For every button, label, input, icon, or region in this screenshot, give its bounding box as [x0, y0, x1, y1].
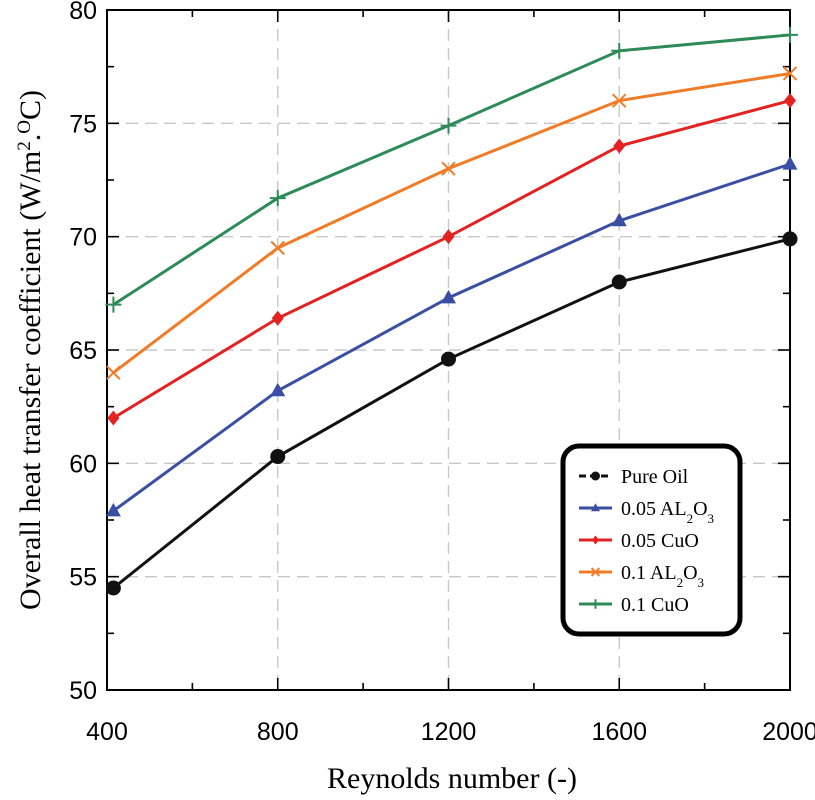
- data-point-0-1-al2o3-4: [782, 66, 798, 81]
- y-tick-label: 55: [69, 564, 97, 592]
- y-axis-title-suffix: C): [14, 90, 47, 120]
- data-point-0-1-cuo-0: [105, 296, 122, 313]
- data-point-0-1-cuo-1: [269, 190, 286, 207]
- x-axis-title: Reynolds number (-): [327, 762, 577, 795]
- legend-label-sub: 3: [698, 575, 705, 590]
- x-tick-label: 800: [257, 718, 299, 746]
- axes-layer: [106, 9, 791, 691]
- legend-item-0-05-al2o3: 0.05 AL2O3: [579, 498, 714, 526]
- data-point-0-05-al2o3-1: [270, 382, 286, 397]
- data-point-0-1-al2o3-3: [612, 93, 627, 108]
- legend-label-sub: 3: [708, 511, 715, 526]
- legend-label-text: 0.1 AL: [621, 562, 677, 584]
- legend-marker-0-05-cuo: [591, 535, 600, 545]
- series-0-05-al2o3: [105, 156, 798, 517]
- legend-marker-0-05-al2o3: [591, 503, 600, 512]
- data-point-0-1-al2o3-0: [106, 365, 121, 380]
- series-0-05-cuo: [107, 93, 796, 426]
- y-tick-label: 60: [69, 450, 97, 478]
- data-point-0-1-al2o3-2: [441, 161, 456, 176]
- y-axis-title-dot: .: [14, 134, 47, 142]
- legend-label-pure-oil: Pure Oil: [621, 466, 689, 488]
- legend-label-text: 0.1 CuO: [621, 594, 689, 616]
- data-point-0-05-al2o3-0: [105, 502, 121, 517]
- series-pure-oil: [105, 231, 798, 596]
- data-point-0-05-cuo-3: [613, 138, 626, 154]
- data-point-0-1-cuo-3: [611, 42, 628, 59]
- y-tick-label: 65: [69, 337, 97, 365]
- legend-label-text: 0.05 CuO: [621, 530, 699, 552]
- legend-item-pure-oil: Pure Oil: [579, 466, 689, 488]
- data-point-0-05-al2o3-4: [782, 156, 798, 170]
- x-tick-label: 1600: [591, 718, 647, 746]
- legend-label-text: Pure Oil: [621, 466, 689, 488]
- legend-label-sub: 2: [677, 575, 684, 590]
- data-point-0-05-al2o3-2: [441, 289, 456, 304]
- legend-label-0-05-cuo: 0.05 CuO: [621, 530, 699, 552]
- x-tick-label: 400: [86, 718, 128, 746]
- data-point-0-05-cuo-4: [784, 93, 796, 109]
- data-point-0-1-al2o3-1: [270, 240, 285, 256]
- y-tick-label: 70: [69, 224, 97, 252]
- legend-label-0-1-al2o3: 0.1 AL2O3: [621, 562, 704, 590]
- series-0-1-al2o3: [106, 66, 798, 380]
- data-point-0-05-al2o3-3: [611, 212, 627, 227]
- data-point-pure-oil-2: [441, 351, 456, 367]
- data-point-0-05-cuo-2: [442, 229, 455, 245]
- legend-label-0-1-cuo: 0.1 CuO: [621, 594, 689, 616]
- y-axis-title-sup-2: 2: [14, 141, 35, 151]
- legend-marker-pure-oil: [591, 471, 600, 481]
- y-tick-label: 75: [69, 110, 97, 138]
- legend-label-sub: 2: [687, 511, 694, 526]
- legend-item-0-1-cuo: 0.1 CuO: [579, 594, 689, 616]
- series-layer: [105, 26, 798, 596]
- data-point-0-05-cuo-1: [271, 310, 284, 326]
- series-line-0-05-cuo: [112, 99, 791, 420]
- legend-label-text: O: [683, 562, 697, 584]
- data-point-0-05-cuo-0: [107, 410, 120, 426]
- y-tick-label: 50: [69, 677, 97, 705]
- legend-marker-0-1-al2o3: [590, 567, 601, 577]
- legend-label-0-05-al2o3: 0.05 AL2O3: [621, 498, 714, 526]
- tick-label-layer: 400 800 1200 1600 2000 50 55 60 65 70 75 80: [69, 0, 815, 746]
- data-point-pure-oil-1: [270, 449, 286, 465]
- y-axis-title-sup-o: O: [14, 120, 35, 134]
- legend-item-0-05-cuo: 0.05 CuO: [579, 530, 699, 552]
- legend-item-0-1-al2o3: 0.1 AL2O3: [579, 562, 704, 590]
- legend-marker-0-1-cuo: [590, 599, 601, 609]
- data-point-pure-oil-4: [782, 231, 798, 247]
- data-point-0-1-cuo-2: [440, 117, 457, 134]
- data-point-0-1-cuo-4: [782, 26, 798, 43]
- x-tick-label: 1200: [421, 718, 477, 746]
- series-0-1-cuo: [105, 26, 798, 313]
- series-line-0-1-al2o3: [112, 71, 791, 374]
- data-point-pure-oil-3: [611, 274, 627, 290]
- y-axis-title-prefix: Overall heat transfer coefficient (W/m: [14, 151, 47, 610]
- legend-label-text: O: [693, 498, 707, 520]
- legend-label-text: 0.05 AL: [621, 498, 687, 520]
- legend-box: [560, 443, 743, 637]
- x-tick-label: 2000: [762, 718, 815, 746]
- data-point-pure-oil-0: [105, 580, 121, 596]
- y-axis-title: Overall heat transfer coefficient (W/m2.…: [14, 90, 48, 610]
- y-tick-label: 80: [69, 0, 97, 25]
